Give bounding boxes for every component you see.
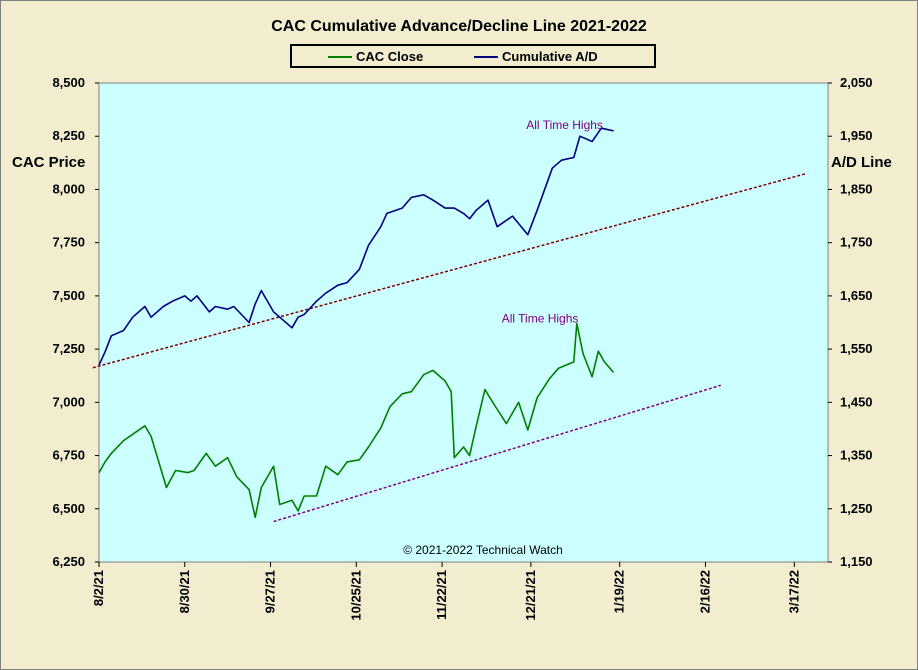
y-right-axis-title: A/D Line [831,154,892,171]
y-right-tick-label: 1,850 [840,181,873,196]
x-tick-label: 1/19/22 [612,570,627,613]
x-tick-label: 11/22/21 [434,570,449,620]
chart-title: CAC Cumulative Advance/Decline Line 2021… [271,18,647,35]
y-right-tick-label: 1,450 [840,394,873,409]
annotation-all-time-highs: All Time Highs [526,118,603,132]
y-left-tick-label: 7,750 [52,235,85,250]
x-tick-label: 10/25/21 [348,570,363,621]
legend-swatch-cac-close [328,55,352,58]
y-left-tick-label: 7,000 [52,394,85,409]
y-right-tick-label: 1,150 [840,554,873,569]
legend-item-cumulative-ad: Cumulative A/D [474,49,598,64]
y-left-tick-label: 8,250 [52,128,85,143]
y-right-tick-label: 1,250 [840,501,873,516]
y-right-tick-label: 1,950 [840,128,873,143]
y-left-tick-label: 6,500 [52,501,85,516]
y-left-tick-label: 8,500 [52,75,85,90]
plot-area [98,82,829,563]
y-right-tick-label: 1,350 [840,448,873,463]
x-tick-label: 12/21/21 [523,570,538,621]
x-tick-label: 8/2/21 [91,570,106,606]
y-right-tick-label: 1,550 [840,341,873,356]
y-right-tick-label: 1,650 [840,288,873,303]
y-left-tick-label: 7,500 [52,288,85,303]
trendline-ad [92,172,807,369]
x-tick-label: 3/17/22 [786,570,801,613]
legend-label-cumulative-ad: Cumulative A/D [502,49,598,64]
y-left-axis-title: CAC Price [12,154,86,171]
cumulative-ad-line [98,127,614,366]
x-tick-label: 8/30/21 [177,570,192,613]
y-left-tick-label: 6,250 [52,554,85,569]
y-left-tick-label: 6,750 [52,448,85,463]
y-left-tick-label: 8,000 [52,181,85,196]
cac-close-line [98,322,615,519]
x-tick-label: 9/27/21 [263,570,278,613]
y-right-tick-label: 1,750 [840,235,873,250]
legend-label-cac-close: CAC Close [356,49,424,64]
copyright-notice: © 2021-2022 Technical Watch [403,543,563,557]
legend-item-cac-close: CAC Close [328,49,423,64]
legend-swatch-cumulative-ad [474,55,498,58]
y-right-tick-label: 2,050 [840,75,873,90]
y-left-tick-label: 7,250 [52,341,85,356]
annotation-all-time-highs: All Time Highs [502,312,579,326]
legend: CAC Close Cumulative A/D [290,44,656,68]
x-tick-label: 2/16/22 [697,570,712,613]
trendline-cac [273,384,722,523]
